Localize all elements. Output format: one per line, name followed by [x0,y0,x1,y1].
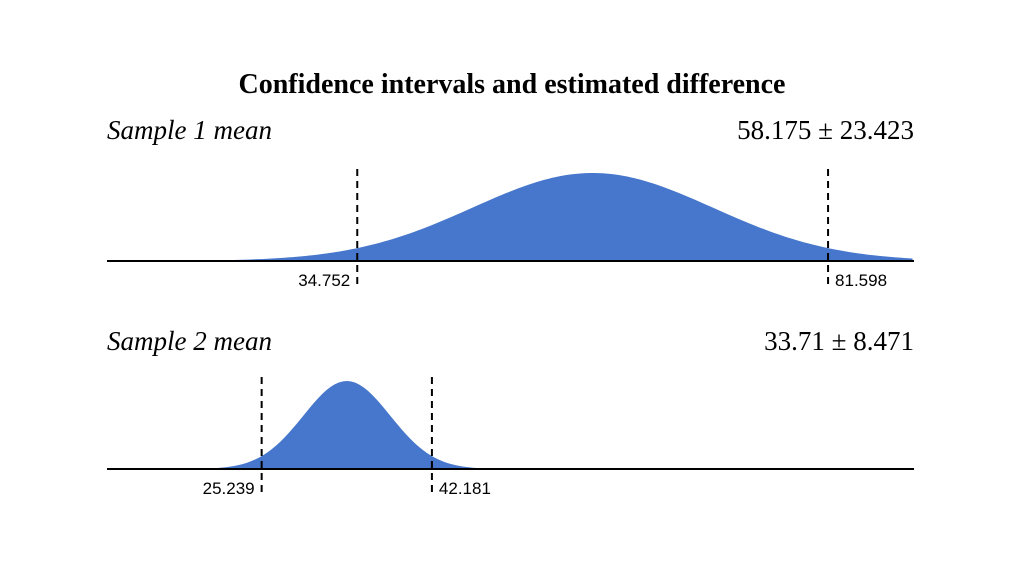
panel-1-upper-bound-label: 81.598 [835,271,887,290]
panel-2-value: 33.71 ± 8.471 [764,326,914,356]
panel-1-value: 58.175 ± 23.423 [737,115,914,145]
panel-1-density-area [108,173,913,261]
panel-2-label: Sample 2 mean [107,326,272,356]
panel-1-density-curve [108,173,913,261]
panel-2-density-curve [108,381,913,469]
panel-2-density-area [108,381,913,469]
panel-sample-1: Sample 1 mean 58.175 ± 23.423 34.752 81.… [107,115,914,290]
panel-1-label: Sample 1 mean [107,115,272,145]
panel-sample-2: Sample 2 mean 33.71 ± 8.471 25.239 42.18… [107,326,914,498]
chart-title: Confidence intervals and estimated diffe… [239,69,786,100]
panel-2-lower-bound-label: 25.239 [203,479,255,498]
panel-1-lower-bound-label: 34.752 [298,271,350,290]
panel-2-upper-bound-label: 42.181 [439,479,491,498]
